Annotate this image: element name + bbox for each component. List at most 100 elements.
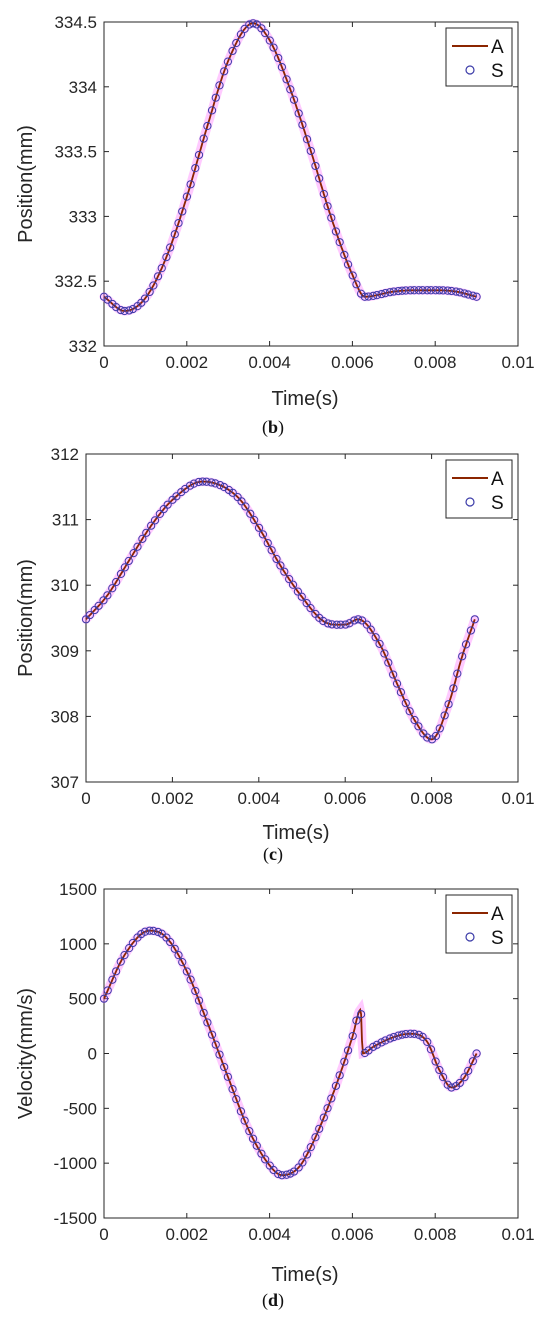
series-S-point	[470, 615, 479, 624]
series-S-point	[124, 556, 133, 566]
series-S-point	[120, 563, 129, 572]
series-S-point	[285, 574, 294, 584]
series-S-point	[207, 478, 216, 487]
series-S-point	[103, 295, 112, 304]
series-S-point	[302, 1150, 312, 1159]
series-S-point	[203, 1018, 212, 1027]
series-S-point	[406, 1029, 415, 1038]
series-S-point	[323, 1104, 332, 1113]
series-S-point	[426, 286, 436, 295]
series-S-point	[237, 497, 246, 506]
series-S-point	[461, 640, 471, 649]
series-S-point	[207, 106, 217, 115]
series-S-point	[246, 509, 255, 518]
series-S-point	[116, 305, 125, 315]
y-tick-label: 308	[51, 707, 79, 726]
x-tick-label: 0.006	[324, 789, 367, 808]
series-S-point	[464, 1066, 473, 1075]
series-S-point	[397, 1030, 407, 1039]
series-S-point	[423, 1037, 432, 1046]
series-S-point	[341, 620, 350, 629]
series-S-point	[468, 1057, 477, 1066]
x-axis-label: Time(s)	[262, 822, 329, 844]
series-S-point	[381, 1036, 390, 1045]
series-S-point	[162, 253, 171, 262]
y-tick-label: 307	[51, 773, 79, 792]
series-S-point	[99, 596, 108, 605]
series-S-point	[207, 1030, 217, 1039]
series-S-point	[327, 620, 337, 629]
legend-label-A: A	[491, 904, 504, 925]
y-tick-label: 1500	[59, 880, 97, 899]
series-S-point	[298, 120, 307, 129]
series-S-point	[335, 238, 344, 247]
y-tick-label: 332.5	[54, 272, 97, 291]
series-S-point	[423, 733, 432, 742]
legend-label-S: S	[491, 928, 504, 949]
series-S-point	[236, 1107, 246, 1116]
series-S-point	[352, 280, 361, 289]
series-S-point	[389, 670, 398, 679]
series-S-point	[211, 479, 220, 488]
series-S-point	[369, 291, 378, 301]
y-tick-label: 500	[69, 990, 97, 1009]
chart-panel-c: 0 0.002 0.004 0.006 0.008 0.01 307 308 309 310 311…	[15, 445, 535, 865]
series-S-point	[120, 306, 129, 316]
series-S-point	[472, 1049, 481, 1058]
series-S-point	[327, 213, 336, 222]
series-S-point	[418, 286, 427, 295]
legend-swatch-S	[465, 497, 475, 507]
chart-panel-d: 0 0.002 0.004 0.006 0.008 0.01 -1500 -1000 -500 0…	[15, 880, 535, 1311]
series-S-point	[178, 207, 187, 216]
series-S-point	[128, 304, 137, 314]
series-S-point	[203, 121, 212, 131]
series-S-point	[397, 286, 407, 295]
series-S-point	[129, 549, 138, 558]
series-S-point	[216, 481, 225, 490]
series-S-point	[289, 1167, 299, 1176]
series-S-point	[211, 93, 220, 102]
series-S-point	[472, 292, 481, 301]
series-S-point	[306, 1143, 315, 1152]
series-S-point	[189, 479, 198, 488]
legend-label-A: A	[491, 37, 504, 58]
y-tick-label: 1000	[59, 935, 97, 954]
series-S-point	[447, 286, 456, 296]
legend	[445, 459, 513, 519]
series-S-point	[345, 619, 354, 628]
series-S-point	[211, 1040, 220, 1049]
series-S-point	[449, 684, 458, 693]
series-S-point	[354, 615, 363, 624]
series-S-point	[286, 85, 295, 94]
series-S-point	[223, 57, 232, 66]
series-S-point	[340, 250, 349, 260]
series-S-point	[447, 1083, 456, 1092]
series-S-point	[232, 1095, 241, 1104]
series-S-point	[263, 538, 272, 548]
series-S-point	[438, 1073, 448, 1082]
series-S-point	[215, 81, 224, 90]
series-S-point	[327, 1094, 336, 1103]
series-S-point	[186, 975, 195, 984]
series-S-point	[410, 1029, 419, 1038]
series-S-point	[343, 1046, 353, 1055]
legend	[445, 27, 513, 87]
series-S-point	[198, 477, 207, 486]
series-S-point	[348, 271, 357, 280]
series-S-point	[315, 1124, 324, 1133]
series-S-point	[282, 75, 291, 84]
series-S-point	[389, 1032, 398, 1042]
series-S-point	[372, 291, 382, 300]
series-S-point	[458, 652, 467, 661]
series-S-point	[182, 967, 192, 976]
series-S-point	[414, 722, 423, 731]
series-S-point	[150, 516, 160, 525]
y-tick-label: -1500	[54, 1209, 97, 1228]
series-S-point	[138, 534, 147, 543]
series-S-point	[294, 109, 303, 118]
series-S-point	[288, 580, 298, 589]
series-S-point	[350, 616, 359, 625]
x-tick-label: 0.01	[501, 353, 534, 372]
panel-caption: (c)	[263, 844, 283, 865]
series-S-point	[311, 1133, 320, 1142]
